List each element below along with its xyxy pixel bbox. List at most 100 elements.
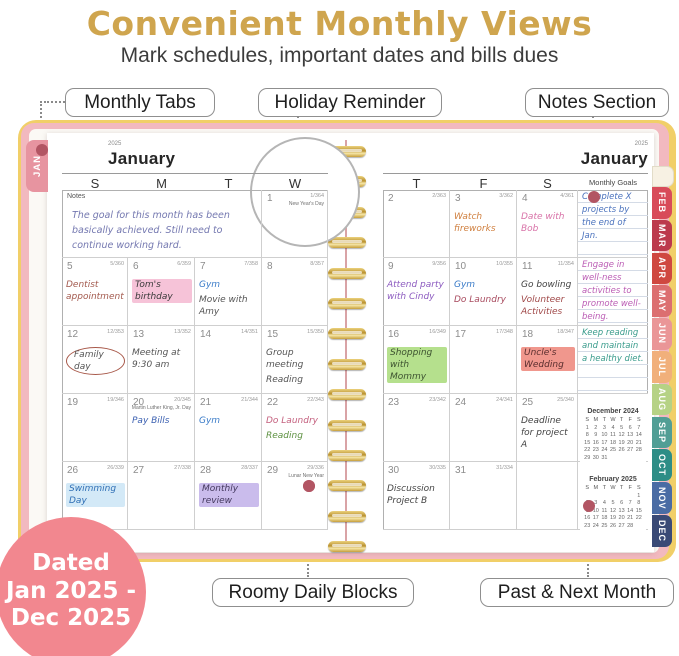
day-cell: 3 3/362 Watch fireworks	[450, 190, 517, 258]
handwritten-entry: Deadline for project A	[521, 416, 568, 450]
spiral-ring	[328, 419, 366, 431]
notes-text: The goal for this month has been basical…	[72, 210, 230, 251]
planner: JAN FEB MAR APR MAY JUN JUL AUG SEP OCT NOV DEC 20…	[18, 120, 676, 562]
day-entries: Monthly review	[199, 483, 259, 510]
dated-badge: Dated Jan 2025 - Dec 2025	[0, 517, 146, 656]
handwritten-entry: Do Laundry	[266, 416, 318, 426]
mini-calendar-day: 19	[618, 439, 625, 446]
day-number: 18	[522, 329, 534, 340]
mini-calendar-day: T	[619, 485, 624, 491]
day-number: 12	[67, 329, 79, 340]
tab-label: APR	[657, 257, 667, 280]
day-number: 5	[67, 261, 73, 272]
tab-label: SEP	[657, 421, 667, 443]
page-title: Convenient Monthly Views	[86, 4, 593, 43]
monthly-goal-text: Complete X projects by the end of Jan.	[582, 192, 632, 241]
mini-calendar-day: 15	[635, 507, 642, 514]
mini-calendar-day: 15	[584, 439, 591, 446]
mini-calendar-day: 31	[601, 454, 608, 461]
mini-calendar-day	[626, 493, 635, 501]
badge-line-1: Dated	[32, 550, 110, 576]
day-cell: 13 13/352 Meeting at 9:30 am	[128, 326, 195, 394]
mini-calendar-day: T	[619, 417, 624, 423]
day-number: 14	[200, 329, 212, 340]
left-page-year: 2025	[108, 141, 122, 147]
handwritten-entry: Attend party with Cindy	[387, 280, 444, 302]
mini-calendar-row: 8 9 10 11 12 13 14	[580, 432, 646, 440]
day-of-year-count: 18/347	[557, 329, 574, 335]
day-cell: 14 14/351	[195, 326, 262, 394]
day-cell: 5 5/360 Dentist appointment	[62, 258, 128, 326]
tab-label: AUG	[657, 388, 667, 412]
day-number: 31	[455, 465, 467, 476]
connector-line-monthly-tabs	[44, 101, 65, 103]
handwritten-entry: Gym	[199, 280, 221, 290]
mini-calendar-day	[634, 455, 643, 463]
mini-calendar-day	[592, 493, 601, 501]
handwritten-entry: Reading	[266, 375, 303, 385]
mini-calendar-day: 8	[637, 500, 641, 506]
mini-calendar-day: F	[628, 485, 632, 491]
day-entries: Dentist appointment	[66, 279, 125, 306]
tab-mar: MAR	[652, 219, 672, 252]
mini-calendar-day	[609, 493, 618, 501]
day-cell: 17 17/348	[450, 326, 517, 394]
day-cell: 19 19/346	[62, 394, 128, 462]
day-entries: Deadline for project A	[521, 415, 575, 454]
day-entries: Gym Do Laundry	[454, 279, 514, 309]
mini-calendar-day: 20	[627, 439, 634, 446]
mini-calendar-day	[626, 455, 635, 463]
day-number: 15	[267, 329, 279, 340]
tab-apr: APR	[652, 252, 672, 285]
tab-jun: JUN	[652, 318, 672, 350]
day-of-year-count: 22/343	[307, 397, 324, 403]
day-entries: Go bowling Volunteer Activities	[521, 279, 575, 321]
tab-nov: NOV	[652, 482, 672, 514]
day-entries: Discussion Project B	[387, 483, 447, 510]
tab-label: JUL	[657, 356, 667, 377]
handwritten-entry: Shopping with Mommy	[387, 347, 447, 383]
callout-holiday-reminder: Holiday Reminder	[258, 88, 442, 117]
callout-roomy-daily-blocks: Roomy Daily Blocks	[212, 578, 414, 607]
callout-monthly-tabs: Monthly Tabs	[65, 88, 215, 117]
page-gap	[345, 140, 347, 545]
spiral-ring	[328, 267, 366, 279]
header-rule-right	[383, 173, 648, 174]
day-cell: 29 29/336 Lunar New Year	[262, 462, 328, 530]
day-number: 21	[200, 397, 212, 408]
handwritten-entry: Do Laundry	[454, 295, 506, 305]
day-of-week-header: S	[90, 176, 100, 191]
day-number: 16	[388, 329, 400, 340]
spiral-ring	[328, 480, 366, 492]
day-cell: 11 11/354 Go bowling Volunteer Activities	[517, 258, 578, 326]
handwritten-entry: Family day	[66, 347, 125, 375]
day-of-year-count: 27/338	[174, 465, 191, 471]
day-of-year-count: 4/361	[560, 193, 574, 199]
day-cell: 2 2/363	[383, 190, 450, 258]
day-of-year-count: 9/356	[432, 261, 446, 267]
mini-calendar-day: F	[628, 417, 632, 423]
mini-calendar-day: 21	[627, 515, 634, 521]
spiral-ring	[328, 146, 366, 157]
day-entries: Uncle's Wedding	[521, 347, 575, 374]
day-entries: Do Laundry Reading	[266, 415, 325, 445]
mini-calendar-day: 27	[627, 447, 634, 453]
left-page-month: January	[108, 149, 176, 168]
mini-calendar-day: S	[636, 417, 641, 423]
right-page-year: 2025	[634, 141, 648, 147]
day-of-year-count: 31/334	[496, 465, 513, 471]
day-cell: 22 22/343 Do Laundry Reading	[262, 394, 328, 462]
tab-label: FEB	[657, 192, 667, 214]
day-cell: 7 7/358 Gym Movie with Amy	[195, 258, 262, 326]
handwritten-entry: Watch fireworks	[454, 212, 496, 234]
day-number: 9	[388, 261, 394, 272]
day-number: 1	[267, 193, 273, 204]
day-cell: 4 4/361 Date with Bob	[517, 190, 578, 258]
mini-calendar-row: 23 24 25 26 27 28	[580, 523, 646, 531]
day-of-year-count: 21/344	[241, 397, 258, 403]
mini-calendar-day: 1	[637, 492, 641, 499]
callout-notes-section: Notes Section	[525, 88, 669, 117]
day-cell: 9 9/356 Attend party with Cindy	[383, 258, 450, 326]
mini-calendar-day: 3	[594, 500, 598, 506]
handwritten-entry: Go bowling	[521, 280, 572, 290]
